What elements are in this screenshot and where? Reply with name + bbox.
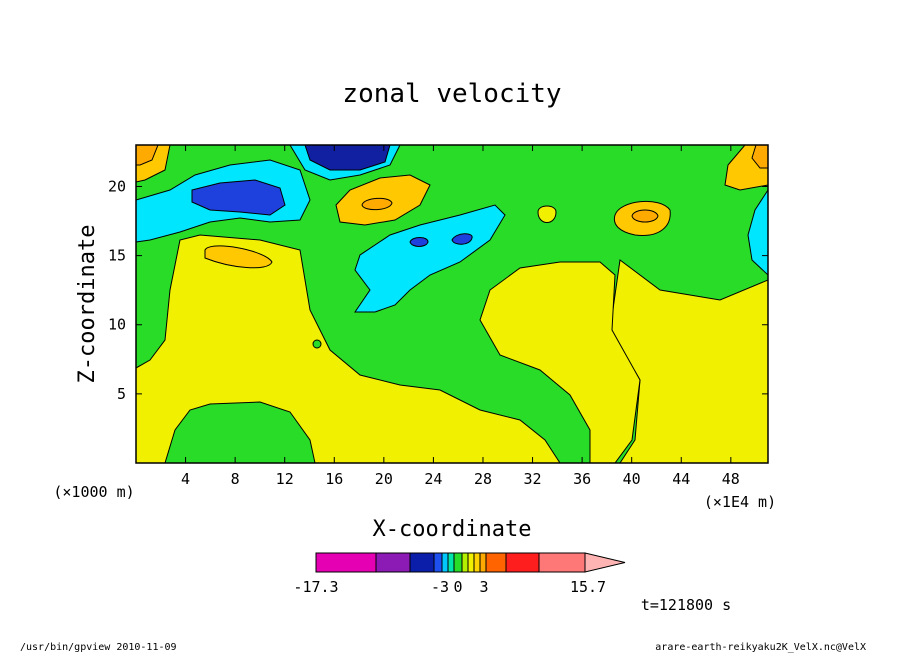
y-axis-label: Z-coordinate <box>75 225 100 384</box>
colorbar-label: 15.7 <box>570 578 606 596</box>
footer-right: arare-earth-reikyaku2K_VelX.nc@VelX <box>655 642 866 653</box>
colorbar-segment <box>453 552 463 573</box>
region-blue-top <box>304 145 391 171</box>
colorbar-segment <box>409 552 435 573</box>
colorbar-label: -3 <box>431 578 449 596</box>
x-tick-label: 44 <box>672 470 690 488</box>
time-label: t=121800 s <box>641 596 731 614</box>
colorbar-segment <box>473 552 481 573</box>
y-tick-label: 15 <box>108 247 126 265</box>
region-blue-left <box>191 179 286 216</box>
x-tick-label: 8 <box>231 470 240 488</box>
x-tick-label: 48 <box>722 470 740 488</box>
x-tick-label: 28 <box>474 470 492 488</box>
colorbar-segment <box>485 552 507 573</box>
region-orange-left <box>204 245 273 269</box>
colorbar-label: -17.3 <box>293 578 338 596</box>
colorbar-segment <box>315 552 377 573</box>
region-orange-topright-core <box>751 145 768 169</box>
colorbar-label: 0 <box>453 578 462 596</box>
colorbar-segment <box>505 552 540 573</box>
colorbar-segment <box>467 552 475 573</box>
y-tick-label: 10 <box>108 316 126 334</box>
x-axis: 4 8 12 16 20 24 28 32 36 40 44 48 <box>181 145 740 488</box>
y-axis: 5 10 15 20 <box>108 177 768 403</box>
region-orange-topleft-core <box>136 145 159 166</box>
x-tick-label: 24 <box>424 470 442 488</box>
chart-title: zonal velocity <box>342 79 561 109</box>
region-cyan-right <box>747 189 768 276</box>
colorbar-segment <box>433 552 443 573</box>
colorbar: -17.3 -3 0 3 15.7 <box>293 552 626 596</box>
region-orange-center-core <box>361 197 393 211</box>
x-tick-label: 20 <box>375 470 393 488</box>
region-yellow-island-2 <box>537 205 557 223</box>
colorbar-segment <box>375 552 411 573</box>
colorbar-label: 3 <box>479 578 488 596</box>
x-tick-label: 32 <box>524 470 542 488</box>
region-yellow-island-1 <box>479 261 641 463</box>
region-orange-right-core <box>631 209 659 223</box>
x-tick-label: 12 <box>276 470 294 488</box>
region-blue-small-1 <box>409 237 429 247</box>
region-green-bottom <box>164 401 316 463</box>
plot-frame <box>135 144 769 464</box>
plot-area <box>136 145 768 463</box>
x-axis-label: X-coordinate <box>373 517 532 542</box>
region-blue-small-2 <box>451 233 473 245</box>
x-tick-label: 4 <box>181 470 190 488</box>
x-tick-label: 40 <box>623 470 641 488</box>
colorbar-segment <box>461 552 469 573</box>
x-tick-label: 36 <box>573 470 591 488</box>
region-cyan-center <box>354 204 506 313</box>
region-green-dot <box>312 339 322 349</box>
x-unit-left: (×1000 m) <box>53 483 134 501</box>
y-tick-label: 5 <box>117 385 126 403</box>
x-unit-right: (×1E4 m) <box>704 493 776 511</box>
colorbar-extend-triangle <box>584 552 626 573</box>
y-tick-label: 20 <box>108 177 126 195</box>
colorbar-segment <box>479 552 487 573</box>
colorbar-segment <box>447 552 455 573</box>
footer-left: /usr/bin/gpview 2010-11-09 <box>20 642 177 653</box>
colorbar-segment <box>538 552 586 573</box>
x-tick-label: 16 <box>325 470 343 488</box>
colorbar-segment <box>441 552 449 573</box>
